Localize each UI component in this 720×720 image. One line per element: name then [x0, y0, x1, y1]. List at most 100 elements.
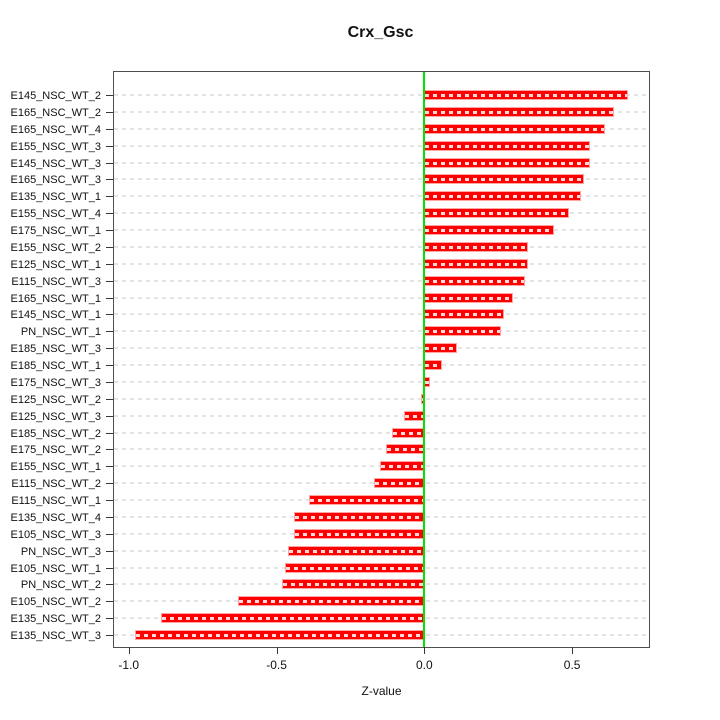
y-axis-tick — [106, 145, 113, 147]
bar-E185_NSC_WT_2 — [391, 427, 425, 438]
y-tick-label: E125_NSC_WT_3 — [10, 410, 102, 423]
y-tick-label: PN_NSC_WT_2 — [20, 579, 101, 592]
bar-E165_NSC_WT_2 — [424, 106, 614, 117]
y-tick-label: E145_NSC_WT_2 — [10, 90, 102, 102]
gridline — [114, 330, 649, 333]
x-axis-tick — [572, 647, 574, 654]
y-tick-label: E115_NSC_WT_2 — [11, 478, 101, 491]
y-axis-tick — [106, 550, 113, 552]
y-axis-tick — [106, 533, 113, 535]
bar-PN_NSC_WT_1 — [424, 326, 502, 337]
y-axis-tick — [106, 500, 113, 501]
bar-E105_NSC_WT_2 — [238, 596, 425, 607]
y-tick-label: E165_NSC_WT_1 — [10, 292, 102, 305]
x-axis-tick — [424, 647, 426, 654]
plot-area: Z-value E145_NSC_WT_2 E165_NSC_WT_2 E165_N… — [11, 71, 650, 698]
y-axis-tick — [106, 263, 113, 265]
y-axis-tick — [106, 230, 113, 231]
chart-title: Crx_Gsc — [347, 24, 414, 41]
gridline — [114, 364, 649, 366]
y-axis-tick — [106, 348, 113, 350]
y-tick-label: E175_NSC_WT_1 — [10, 225, 102, 237]
y-tick-label: E185_NSC_WT_3 — [10, 343, 102, 356]
x-tick-label: 0.5 — [563, 658, 581, 672]
y-axis-tick — [106, 398, 113, 400]
gridline — [114, 110, 649, 113]
y-tick-label: E115_NSC_WT_3 — [11, 275, 101, 288]
gridline — [114, 262, 649, 265]
y-tick-label: E135_NSC_WT_1 — [10, 191, 102, 204]
bar-E125_NSC_WT_3 — [403, 410, 425, 421]
bar-E115_NSC_WT_3 — [424, 275, 525, 286]
y-axis-tick — [106, 449, 113, 451]
bar-E155_NSC_WT_4 — [424, 208, 570, 219]
y-axis-tick — [106, 635, 113, 636]
y-tick-label: E155_NSC_WT_4 — [10, 208, 102, 221]
y-axis-tick — [106, 567, 113, 569]
y-tick-label: E165_NSC_WT_3 — [10, 174, 102, 187]
y-axis-tick — [106, 162, 113, 164]
y-tick-label: E115_NSC_WT_1 — [11, 495, 101, 507]
y-tick-label: E105_NSC_WT_2 — [10, 596, 102, 609]
gridline — [114, 161, 649, 164]
y-tick-label: E135_NSC_WT_2 — [10, 613, 102, 626]
y-tick-label: E105_NSC_WT_1 — [10, 562, 102, 575]
bar-E135_NSC_WT_2 — [161, 613, 425, 624]
y-axis-tick — [106, 381, 113, 383]
gridline — [114, 212, 649, 215]
bar-E185_NSC_WT_1 — [424, 360, 443, 370]
gridline — [114, 279, 649, 282]
y-axis-tick — [106, 297, 113, 299]
bar-E105_NSC_WT_3 — [294, 528, 425, 539]
gridline — [114, 144, 649, 147]
y-axis-tick — [106, 516, 113, 518]
y-tick-label: E145_NSC_WT_3 — [10, 157, 102, 170]
bar-E165_NSC_WT_3 — [424, 174, 584, 185]
gridline — [114, 94, 649, 96]
bar-E145_NSC_WT_2 — [424, 90, 629, 100]
x-axis-tick — [128, 647, 130, 654]
y-axis-tick — [106, 196, 113, 198]
y-axis-tick — [106, 179, 113, 181]
bar-E135_NSC_WT_1 — [424, 191, 581, 202]
y-axis-tick — [106, 365, 113, 366]
x-tick-label: 0.0 — [416, 658, 433, 672]
y-tick-label: E105_NSC_WT_3 — [10, 528, 102, 541]
y-tick-label: E185_NSC_WT_1 — [10, 360, 102, 372]
gridline — [114, 397, 649, 400]
y-axis-tick — [106, 432, 113, 434]
y-axis-tick — [106, 128, 113, 130]
y-axis-tick — [106, 314, 113, 316]
y-tick-label: E165_NSC_WT_2 — [10, 106, 102, 119]
x-tick-label: -0.5 — [266, 658, 287, 672]
x-axis-tick — [276, 647, 278, 654]
y-tick-label: E165_NSC_WT_4 — [10, 123, 102, 136]
y-tick-label: E175_NSC_WT_2 — [10, 444, 102, 457]
y-tick-label: PN_NSC_WT_1 — [20, 326, 101, 339]
bar-E135_NSC_WT_4 — [294, 511, 425, 522]
bar-E115_NSC_WT_1 — [309, 495, 425, 505]
y-axis-tick — [106, 584, 113, 586]
bar-E175_NSC_WT_1 — [424, 225, 555, 235]
y-tick-label: E135_NSC_WT_3 — [10, 630, 102, 642]
gridline — [114, 229, 649, 231]
y-axis-tick — [106, 111, 113, 113]
bar-E165_NSC_WT_1 — [424, 292, 514, 303]
y-axis-tick — [106, 601, 113, 603]
y-tick-label: E155_NSC_WT_2 — [10, 241, 102, 254]
y-tick-label: E145_NSC_WT_1 — [10, 309, 102, 322]
bar-E155_NSC_WT_2 — [424, 241, 528, 252]
y-tick-label: E185_NSC_WT_2 — [10, 427, 102, 440]
gridline — [114, 414, 649, 417]
y-tick-label: E155_NSC_WT_3 — [10, 140, 102, 153]
bar-E115_NSC_WT_2 — [374, 478, 425, 489]
y-tick-label: E125_NSC_WT_2 — [10, 393, 102, 406]
gridline — [114, 431, 649, 434]
bar-E185_NSC_WT_3 — [424, 343, 457, 354]
gridline — [114, 296, 649, 299]
y-axis-tick — [106, 415, 113, 417]
y-tick-label: E155_NSC_WT_1 — [10, 461, 102, 474]
bar-E105_NSC_WT_1 — [285, 562, 425, 573]
y-axis-tick — [106, 483, 113, 485]
